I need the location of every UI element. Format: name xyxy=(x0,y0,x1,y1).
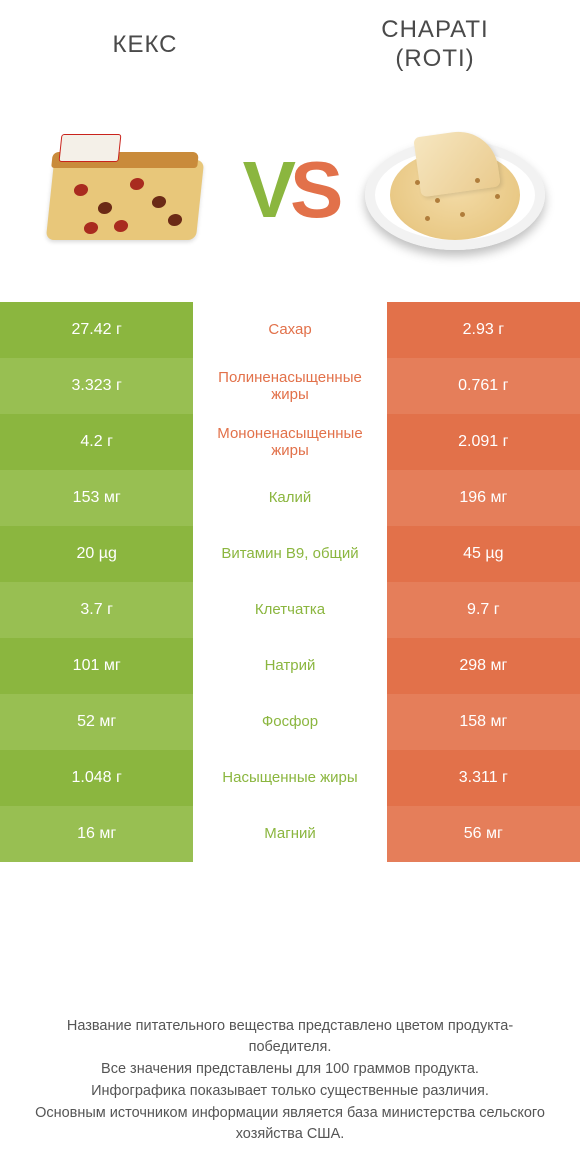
table-row: 101 мгНатрий298 мг xyxy=(0,638,580,694)
table-row: 27.42 гСахар2.93 г xyxy=(0,302,580,358)
right-value: 56 мг xyxy=(387,806,580,862)
table-row: 3.7 гКлетчатка9.7 г xyxy=(0,582,580,638)
left-value: 52 мг xyxy=(0,694,193,750)
right-value: 2.091 г xyxy=(387,414,580,470)
nutrient-label: Магний xyxy=(193,806,386,862)
left-value: 3.323 г xyxy=(0,358,193,414)
table-row: 52 мгФосфор158 мг xyxy=(0,694,580,750)
fruitcake-icon xyxy=(40,130,210,250)
left-value: 16 мг xyxy=(0,806,193,862)
vs-v: V xyxy=(243,145,290,234)
nutrient-label: Сахар xyxy=(193,302,386,358)
left-value: 27.42 г xyxy=(0,302,193,358)
nutrient-label: Натрий xyxy=(193,638,386,694)
table-row: 4.2 гМононенасыщенные жиры2.091 г xyxy=(0,414,580,470)
comparison-header: КЕКС CHAPATI (ROTI) xyxy=(0,0,580,90)
right-title-line2: (ROTI) xyxy=(395,45,474,72)
right-product-image xyxy=(350,120,560,260)
left-value: 1.048 г xyxy=(0,750,193,806)
right-value: 158 мг xyxy=(387,694,580,750)
right-title-line1: CHAPATI xyxy=(381,16,488,43)
nutrient-label: Клетчатка xyxy=(193,582,386,638)
nutrient-comparison-table: 27.42 гСахар2.93 г3.323 гПолиненасыщенны… xyxy=(0,302,580,862)
left-product-image xyxy=(20,130,230,250)
hero-row: VS xyxy=(0,90,580,290)
left-value: 4.2 г xyxy=(0,414,193,470)
right-value: 2.93 г xyxy=(387,302,580,358)
nutrient-label: Насыщенные жиры xyxy=(193,750,386,806)
footnote-3: Инфографика показывает только существенн… xyxy=(28,1081,552,1103)
nutrient-label: Фосфор xyxy=(193,694,386,750)
nutrient-label: Калий xyxy=(193,470,386,526)
nutrient-label: Витамин B9, общий xyxy=(193,526,386,582)
vs-s: S xyxy=(290,145,337,234)
footnote-2: Все значения представлены для 100 граммо… xyxy=(28,1059,552,1081)
right-value: 0.761 г xyxy=(387,358,580,414)
table-row: 1.048 гНасыщенные жиры3.311 г xyxy=(0,750,580,806)
table-row: 3.323 гПолиненасыщенные жиры0.761 г xyxy=(0,358,580,414)
footnotes: Название питательного вещества представл… xyxy=(0,1016,580,1147)
right-value: 196 мг xyxy=(387,470,580,526)
right-value: 3.311 г xyxy=(387,750,580,806)
roti-icon xyxy=(365,120,545,260)
left-value: 153 мг xyxy=(0,470,193,526)
nutrient-label: Полиненасыщенные жиры xyxy=(193,358,386,414)
table-row: 20 µgВитамин B9, общий45 µg xyxy=(0,526,580,582)
right-value: 298 мг xyxy=(387,638,580,694)
footnote-4: Основным источником информации является … xyxy=(28,1103,552,1147)
left-value: 101 мг xyxy=(0,638,193,694)
vs-label: VS xyxy=(230,144,350,236)
table-row: 16 мгМагний56 мг xyxy=(0,806,580,862)
left-value: 20 µg xyxy=(0,526,193,582)
right-product-title: CHAPATI (ROTI) xyxy=(290,16,580,74)
right-value: 9.7 г xyxy=(387,582,580,638)
nutrient-label: Мононенасыщенные жиры xyxy=(193,414,386,470)
left-value: 3.7 г xyxy=(0,582,193,638)
right-value: 45 µg xyxy=(387,526,580,582)
footnote-1: Название питательного вещества представл… xyxy=(28,1016,552,1060)
left-product-title: КЕКС xyxy=(0,31,290,59)
table-row: 153 мгКалий196 мг xyxy=(0,470,580,526)
